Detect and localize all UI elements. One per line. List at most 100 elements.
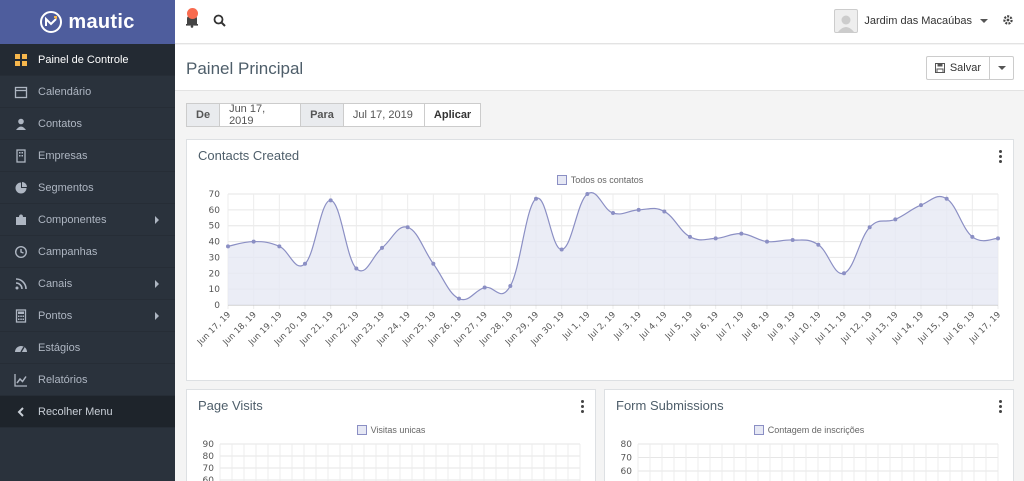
data-point: [893, 217, 898, 222]
settings-button[interactable]: [1002, 14, 1014, 29]
calendar-icon: [14, 85, 28, 99]
sidebar-item-puzzle[interactable]: Componentes: [0, 204, 175, 236]
data-point: [790, 237, 795, 242]
floppy-disk-icon: [934, 63, 945, 73]
sidebar: mautic Painel de Controle Calendário Conta…: [0, 0, 175, 481]
page-header: Painel Principal Salvar: [175, 45, 1024, 91]
pie-chart-icon: [14, 181, 28, 195]
legend-swatch: [753, 425, 764, 435]
data-point: [534, 196, 538, 201]
widget-title: Form Submissions: [616, 398, 724, 413]
gear-icon: [1003, 15, 1013, 25]
data-point: [713, 236, 718, 241]
y-tick-label: 80: [621, 440, 633, 450]
sidebar-item-user[interactable]: Contatos: [0, 108, 175, 140]
widget-menu-button[interactable]: [999, 150, 1003, 163]
user-avatar-icon: [838, 15, 855, 32]
data-point: [919, 203, 923, 208]
sidebar-item-calculator[interactable]: Pontos: [0, 300, 175, 332]
caret-right-icon: [155, 312, 159, 320]
rss-icon: [14, 277, 28, 291]
sidebar-item-tachometer[interactable]: Estágios: [0, 332, 175, 364]
apply-button[interactable]: Aplicar: [424, 103, 482, 127]
widget-title: Contacts Created: [198, 148, 300, 163]
widget-menu-button[interactable]: [999, 400, 1003, 413]
clock-icon: [14, 245, 28, 259]
data-point: [867, 225, 872, 230]
tachometer-icon: [14, 341, 28, 355]
x-tick-label: Jul 1, 19: [560, 310, 592, 342]
collapse-menu-label: Recolher Menu: [38, 405, 113, 418]
data-point: [482, 285, 487, 290]
y-tick-label: 10: [209, 285, 221, 295]
sidebar-item-rss[interactable]: Canais: [0, 268, 175, 300]
sidebar-item-label: Campanhas: [38, 245, 98, 258]
to-label: Para: [301, 103, 344, 127]
data-point: [226, 244, 230, 249]
y-tick-label: 50: [209, 222, 221, 232]
data-point: [559, 247, 564, 252]
data-point: [277, 244, 282, 249]
sidebar-item-label: Componentes: [38, 213, 107, 226]
data-point: [816, 242, 821, 247]
legend-swatch: [556, 175, 567, 185]
data-point: [405, 225, 410, 230]
brand-name: mautic: [68, 10, 135, 33]
data-point: [611, 211, 615, 216]
chart-legend[interactable]: Contagem de inscrições: [605, 425, 1013, 435]
sidebar-item-clock[interactable]: Campanhas: [0, 236, 175, 268]
x-tick-label: Jul 6, 19: [689, 310, 721, 342]
sidebar-item-pie-chart[interactable]: Segmentos: [0, 172, 175, 204]
legend-swatch: [356, 425, 367, 435]
line-chart-icon: [14, 373, 28, 387]
y-tick-label: 70: [209, 190, 221, 200]
save-button-label: Salvar: [949, 62, 981, 74]
save-options-dropdown[interactable]: [990, 56, 1014, 80]
dashboard-icon: [14, 53, 28, 67]
from-label: De: [186, 103, 221, 127]
caret-down-icon: [997, 66, 1006, 70]
date-range-filter: De Jun 17, 2019 Para Jul 17, 2019 Aplica…: [186, 103, 482, 127]
brand-logo[interactable]: mautic: [0, 0, 175, 44]
y-tick-label: 80: [203, 452, 215, 462]
y-tick-label: 70: [621, 454, 633, 464]
data-point: [585, 192, 590, 196]
data-point: [508, 283, 513, 288]
caret-right-icon: [155, 280, 159, 288]
page-visits-widget: Page Visits Visitas unicas 90 80 70 60: [186, 389, 596, 481]
caret-right-icon: [155, 216, 159, 224]
chart-legend[interactable]: Visitas unicas: [187, 425, 595, 435]
widget-title: Page Visits: [198, 398, 263, 413]
data-point: [354, 266, 359, 271]
data-point: [944, 196, 949, 201]
chart-legend[interactable]: Todos os contatos: [187, 175, 1013, 185]
contacts-created-widget: Contacts Created Todos os contatos 0 10 20…: [186, 139, 1014, 381]
x-tick-label: Jul 4, 19: [637, 310, 669, 342]
from-date-input[interactable]: Jun 17, 2019: [220, 103, 302, 127]
sidebar-item-label: Canais: [38, 277, 73, 290]
y-tick-label: 60: [203, 476, 215, 481]
data-point: [662, 209, 667, 214]
sidebar-item-building[interactable]: Empresas: [0, 140, 175, 172]
x-tick-label: Jul 7, 19: [714, 310, 746, 342]
widget-menu-button[interactable]: [581, 400, 585, 413]
data-point: [688, 234, 692, 239]
to-date-input[interactable]: Jul 17, 2019: [343, 103, 425, 127]
search-button[interactable]: [213, 14, 226, 30]
mautic-logo-icon: [40, 11, 63, 33]
series-area: [228, 192, 998, 305]
sidebar-item-label: Relatórios: [38, 373, 88, 386]
sidebar-item-line-chart[interactable]: Relatórios: [0, 364, 175, 396]
user-menu[interactable]: Jardim das Macaúbas: [834, 9, 988, 33]
collapse-menu-button[interactable]: Recolher Menu: [0, 396, 175, 428]
sidebar-item-dashboard[interactable]: Painel de Controle: [0, 44, 175, 76]
notifications-button[interactable]: [185, 8, 199, 28]
avatar: [834, 9, 859, 33]
sidebar-item-calendar[interactable]: Calendário: [0, 76, 175, 108]
top-bar: Jardim das Macaúbas: [175, 0, 1024, 44]
y-tick-label: 60: [209, 206, 221, 216]
save-button[interactable]: Salvar: [925, 56, 990, 80]
y-tick-label: 20: [209, 269, 221, 279]
page-title: Painel Principal: [186, 59, 304, 78]
